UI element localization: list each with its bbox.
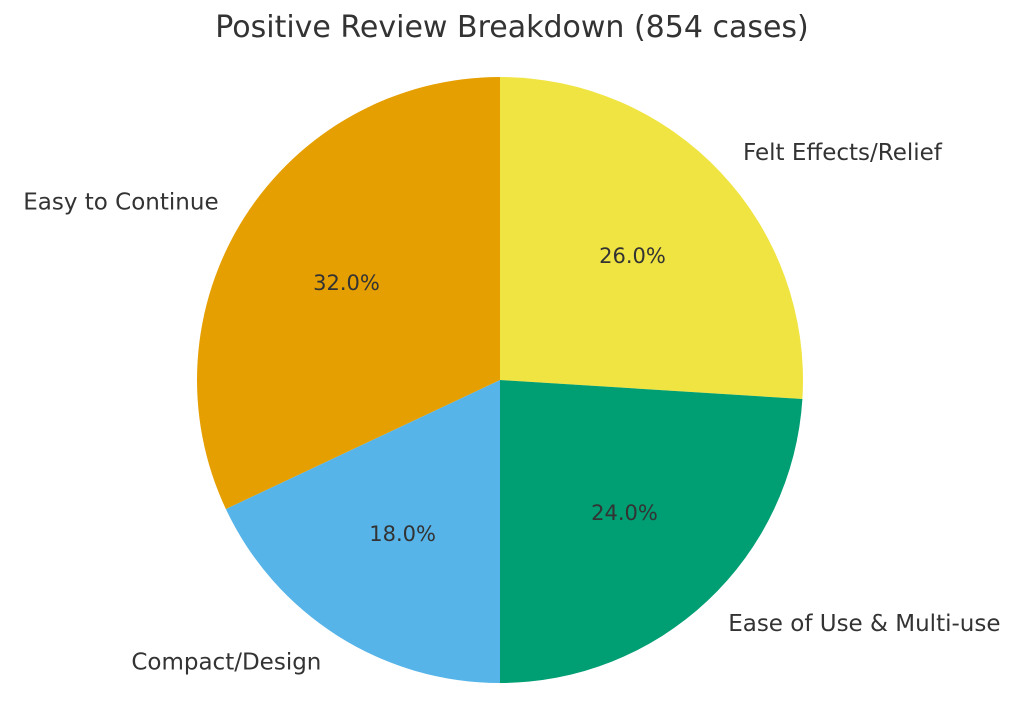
pie-pct-label-3: 32.0% — [313, 271, 380, 295]
pie-slice-0 — [500, 77, 803, 400]
pie-category-label-1: Ease of Use & Multi-use — [728, 611, 1000, 637]
pie-pct-label-1: 24.0% — [591, 501, 658, 525]
pie-category-label-2: Compact/Design — [131, 649, 321, 675]
pie-pct-label-0: 26.0% — [599, 244, 666, 268]
pie-category-label-0: Felt Effects/Relief — [743, 140, 943, 166]
pie-pct-label-2: 18.0% — [369, 522, 436, 546]
chart-title: Positive Review Breakdown (854 cases) — [215, 10, 809, 45]
pie-slice-2 — [225, 380, 500, 683]
pie-category-label-3: Easy to Continue — [23, 189, 218, 215]
pie-slice-3 — [197, 77, 500, 510]
pie-slice-1 — [500, 380, 803, 684]
